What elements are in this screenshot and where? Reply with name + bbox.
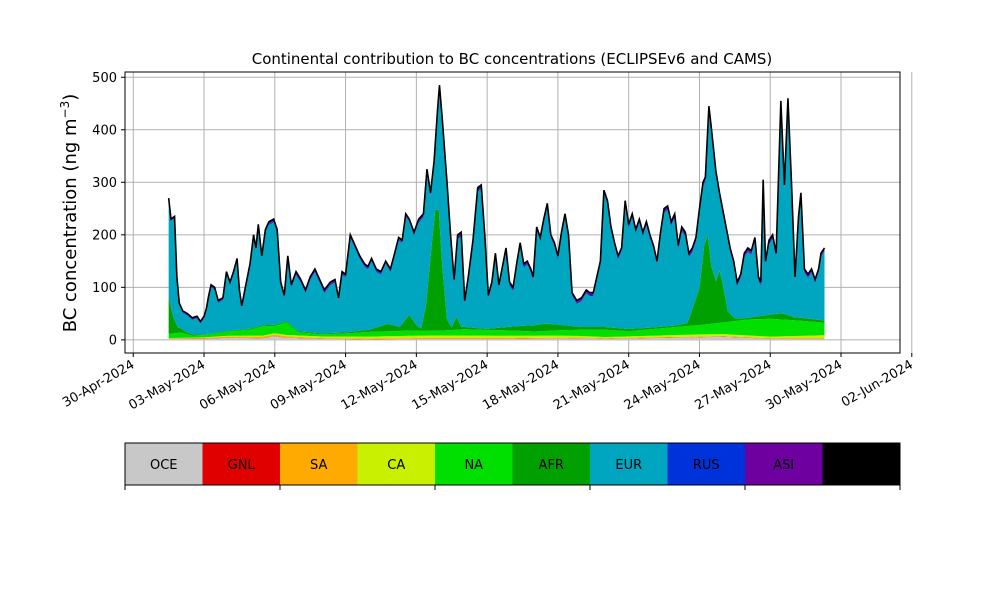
x-tick-label: 30-May-2024	[763, 357, 845, 413]
y-axis-ticks: 0 100 200 300 400 500	[92, 71, 125, 348]
legend-label-rus: RUS	[693, 458, 720, 473]
y-tick-label: 400	[92, 123, 117, 138]
chart-title: Continental contribution to BC concentra…	[252, 50, 773, 68]
legend-swatch-gnl	[202, 443, 280, 485]
x-tick-label: 27-May-2024	[693, 357, 775, 413]
x-tick-label: 21-May-2024	[551, 357, 633, 413]
x-axis-ticks: 30-Apr-202403-May-202406-May-202409-May-…	[60, 353, 916, 413]
axes-border	[124, 71, 901, 354]
legend-label-oce: OCE	[150, 458, 178, 473]
area-series-eur	[168, 89, 825, 335]
legend-swatch-aus	[822, 443, 900, 485]
legend-label-asi: ASI	[773, 458, 794, 473]
legend-label-ca: CA	[387, 458, 405, 473]
x-tick-label: 06-May-2024	[197, 357, 279, 413]
legend-label-afr: AFR	[539, 458, 564, 473]
legend-label-aus: AUS	[848, 458, 875, 473]
y-tick-label: 0	[109, 333, 117, 348]
area-series-gnl	[168, 335, 825, 340]
legend-label-eur: EUR	[615, 458, 642, 473]
axes-frame	[124, 71, 901, 354]
legend-swatch-afr	[512, 443, 590, 485]
legend-swatch-eur	[590, 443, 668, 485]
y-tick-label: 500	[92, 71, 117, 86]
x-tick-label: 18-May-2024	[480, 357, 562, 413]
legend-swatch-asi	[745, 443, 823, 485]
area-series-ca	[168, 333, 825, 339]
area-layer	[167, 85, 826, 340]
legend-border	[124, 442, 901, 486]
x-tick-label: 02-Jun-2024	[839, 357, 916, 410]
area-series-na	[168, 318, 825, 339]
y-tick-label: 200	[92, 228, 117, 243]
y-tick-label: 100	[92, 281, 117, 296]
y-axis-label-close: )	[60, 94, 81, 101]
x-tick-label: 30-Apr-2024	[60, 357, 137, 410]
legend-label-na: NA	[464, 458, 483, 473]
x-tick-label: 09-May-2024	[268, 357, 350, 413]
legend-colorbar: OCE GNL SA CA NA AFR EUR RUS ASI AUS	[124, 442, 901, 490]
y-axis-label-superscript: −3	[58, 101, 72, 119]
x-tick-label: 24-May-2024	[622, 357, 704, 413]
y-axis-label-main: BC concentration (ng m	[60, 118, 81, 332]
legend-label-sa: SA	[310, 458, 327, 473]
legend-swatch-rus	[667, 443, 745, 485]
legend-swatch-sa	[280, 443, 358, 485]
legend-label-gnl: GNL	[228, 458, 256, 473]
y-axis-label: BC concentration (ng m−3)	[58, 94, 81, 333]
x-tick-label: 12-May-2024	[339, 357, 421, 413]
total-outline	[167, 85, 826, 323]
x-tick-label: 15-May-2024	[409, 357, 491, 413]
legend-swatch-na	[435, 443, 513, 485]
y-tick-label: 300	[92, 176, 117, 191]
legend-swatch-oce	[125, 443, 203, 485]
x-tick-label: 03-May-2024	[126, 357, 208, 413]
area-series-oce	[168, 336, 825, 340]
area-series-sa	[168, 334, 825, 340]
legend-swatch-ca	[357, 443, 435, 485]
